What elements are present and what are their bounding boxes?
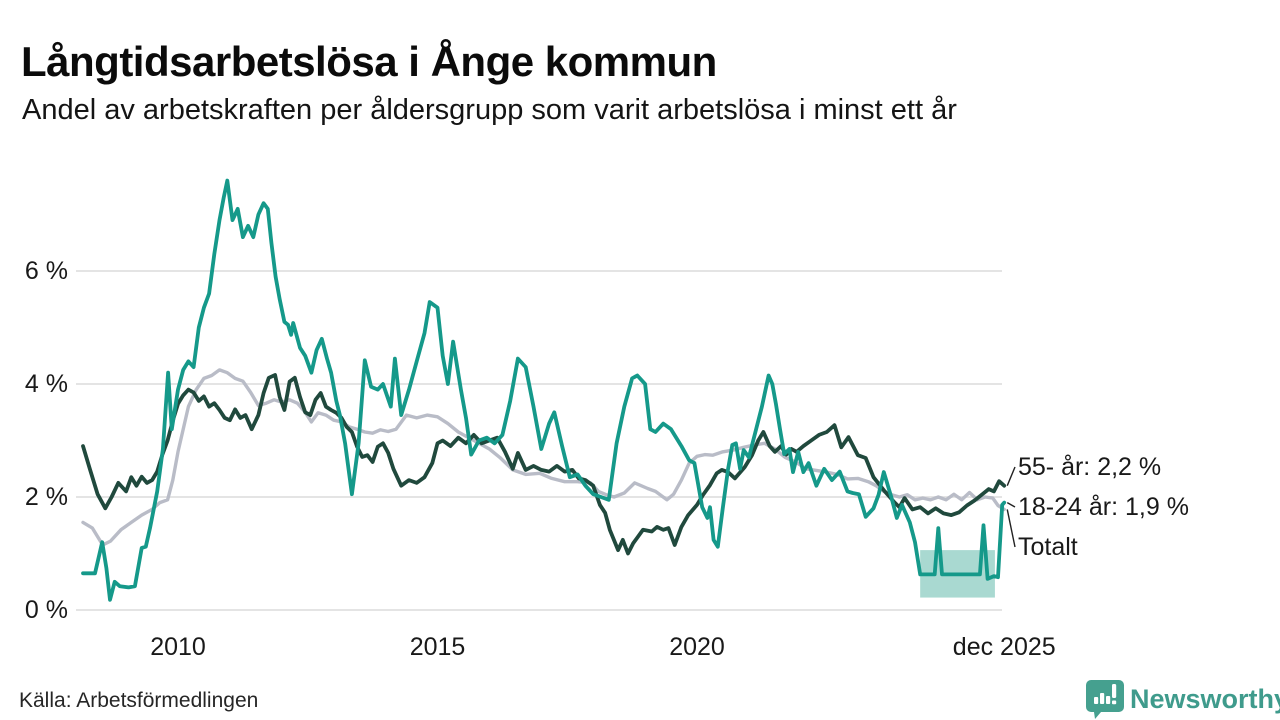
x-axis-tick: dec 2025: [952, 633, 1056, 661]
series-end-label: 55- år: 2,2 %: [1018, 453, 1162, 481]
y-axis-tick: 4 %: [24, 370, 68, 398]
x-axis-tick: 2015: [409, 633, 466, 661]
series-line-55-r: [81, 373, 1007, 556]
leader-line: [1006, 502, 1016, 508]
series-line-18-24-r: [81, 178, 1007, 602]
series-end-label: 18-24 år: 1,9 %: [1018, 493, 1189, 521]
series-end-label: Totalt: [1018, 533, 1078, 561]
x-axis-tick: 2010: [150, 633, 206, 661]
newsworthy-logo-icon: [1086, 680, 1124, 719]
x-axis-tick: 2020: [669, 633, 725, 661]
y-axis-tick: 2 %: [24, 483, 68, 511]
leader-line: [1006, 509, 1016, 548]
y-axis-tick: 6 %: [24, 257, 68, 285]
source-note: Källa: Arbetsförmedlingen: [19, 689, 259, 712]
leader-line: [1006, 466, 1016, 486]
chart-subtitle: Andel av arbetskraften per åldersgrupp s…: [22, 94, 957, 126]
newsworthy-logo-text: Newsworthy: [1130, 684, 1280, 714]
series-line-Totalt: [81, 368, 1006, 547]
y-axis-tick: 0 %: [24, 596, 68, 624]
page-title: Långtidsarbetslösa i Ånge kommun: [21, 38, 717, 86]
